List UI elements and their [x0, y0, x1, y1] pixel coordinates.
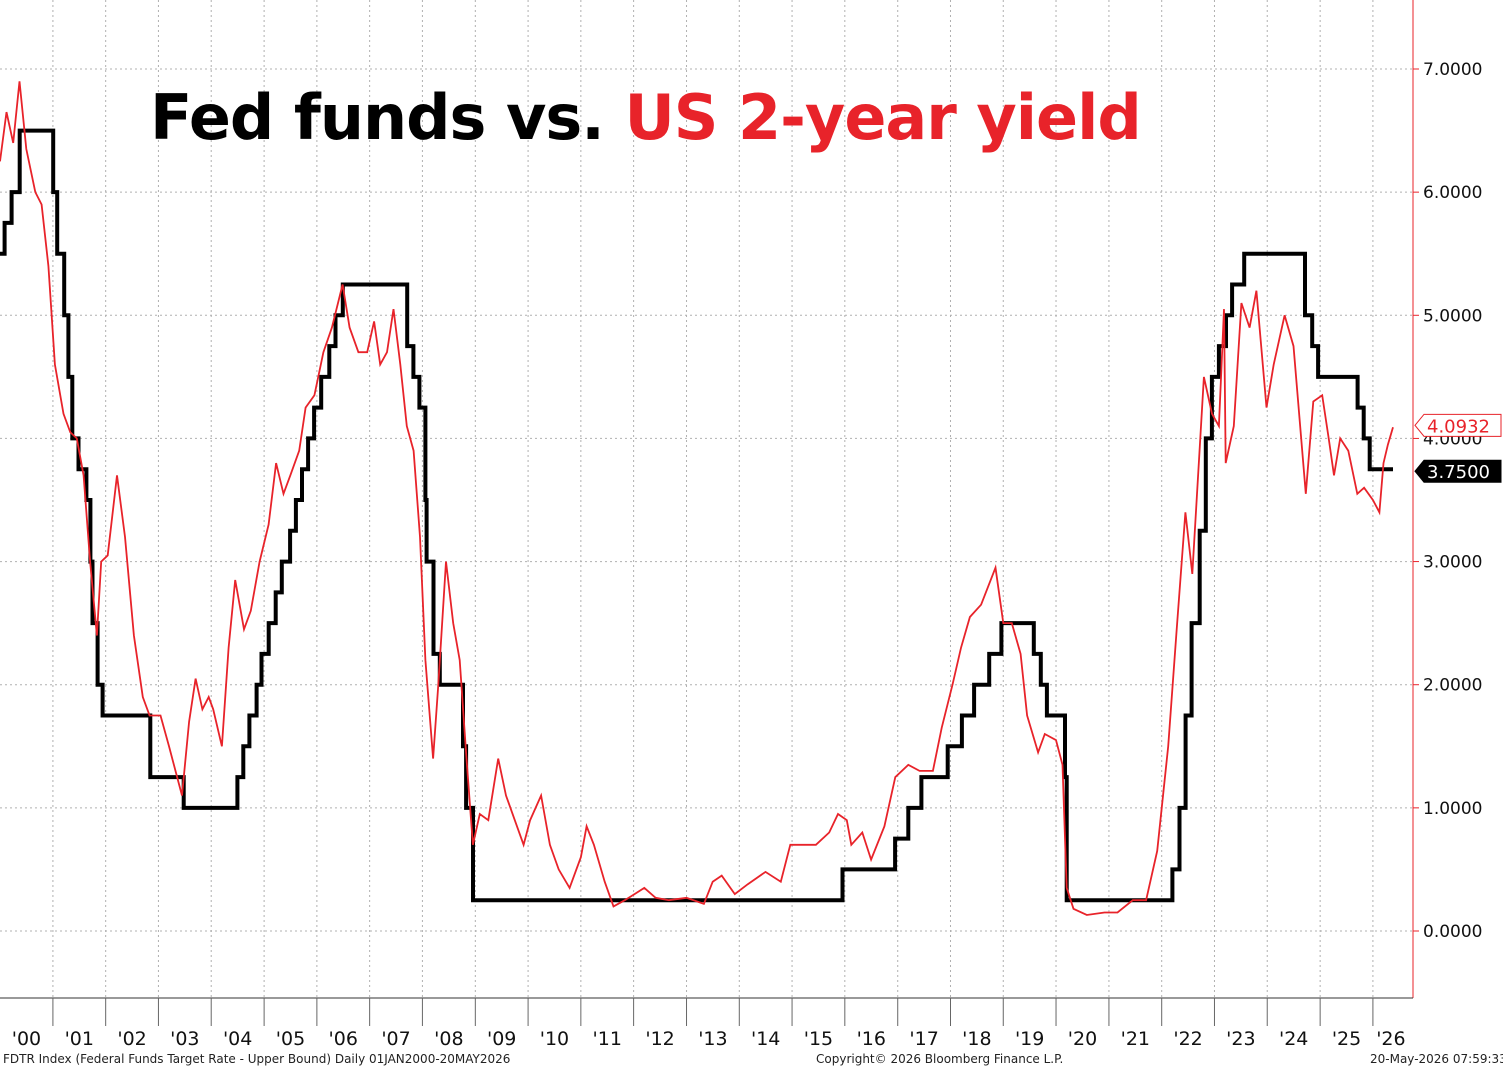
x-tick-label: '25 [1332, 1028, 1361, 1050]
x-tick-label: '08 [434, 1028, 463, 1050]
x-tick-label: '16 [857, 1028, 886, 1050]
last-value-badges: 4.0932 3.7500 [1414, 413, 1502, 483]
x-tick-label: '07 [381, 1028, 410, 1050]
title-part-fed-funds: Fed funds vs. [150, 81, 605, 154]
fed-funds-line [0, 128, 1393, 903]
x-tick-label: '18 [962, 1028, 991, 1050]
horizontal-gridlines [0, 68, 1413, 932]
y-tick-label: 1.0000 [1423, 799, 1482, 819]
y-tick-label: 2.0000 [1423, 676, 1482, 696]
y-tick-label: 7.0000 [1423, 60, 1482, 80]
x-tick-label: '13 [698, 1028, 727, 1050]
x-tick-label: '03 [170, 1028, 199, 1050]
x-tick-label: '26 [1376, 1028, 1405, 1050]
y-tick-label: 5.0000 [1423, 306, 1482, 326]
x-tick-label: '06 [329, 1028, 358, 1050]
x-tick-label: '02 [117, 1028, 146, 1050]
x-tick-label: '05 [276, 1028, 305, 1050]
x-axis-ticks: '00 '01 '02 '03 '04 '05 '06 '07 '08 '09 '10 '11 '12 '… [12, 998, 1406, 1050]
footer-timestamp: 20-May-2026 07:59:33 [1370, 1052, 1503, 1066]
footer-copyright: Copyright© 2026 Bloomberg Finance L.P. [816, 1052, 1064, 1066]
us-2-year-yield-line [0, 81, 1394, 916]
y-tick-label: 0.0000 [1423, 922, 1482, 942]
x-tick-label: '15 [804, 1028, 833, 1050]
x-tick-label: '20 [1068, 1028, 1097, 1050]
x-tick-label: '04 [223, 1028, 252, 1050]
x-tick-label: '23 [1226, 1028, 1255, 1050]
x-tick-label: '10 [540, 1028, 569, 1050]
footer-source: FDTR Index (Federal Funds Target Rate - … [3, 1052, 511, 1066]
y-axis-ticks: 0.00001.00002.00003.00004.00005.00006.00… [1413, 60, 1482, 942]
fed-last-value-badge-label: 3.7500 [1427, 462, 1490, 483]
x-tick-label: '22 [1173, 1028, 1202, 1050]
fed-last-value-badge [1414, 459, 1502, 483]
y-tick-label: 6.0000 [1423, 183, 1482, 203]
x-tick-label: '01 [65, 1028, 94, 1050]
x-tick-label: '21 [1121, 1028, 1150, 1050]
x-tick-label: '12 [645, 1028, 674, 1050]
series-layer [0, 81, 1394, 916]
x-tick-label: '24 [1279, 1028, 1308, 1050]
chart-title: Fed funds vs. US 2-year yield [150, 78, 1142, 158]
x-tick-label: '19 [1015, 1028, 1044, 1050]
title-part-us-2-year-yield: US 2-year yield [624, 81, 1141, 154]
yield-last-value-badge-label: 4.0932 [1427, 416, 1490, 437]
x-tick-label: '11 [593, 1028, 622, 1050]
yield-last-value-badge [1414, 413, 1502, 437]
x-tick-label: '14 [751, 1028, 780, 1050]
x-tick-label: '17 [909, 1028, 938, 1050]
x-tick-label: '09 [487, 1028, 516, 1050]
x-tick-label: '00 [12, 1028, 41, 1050]
y-tick-label: 3.0000 [1423, 553, 1482, 573]
